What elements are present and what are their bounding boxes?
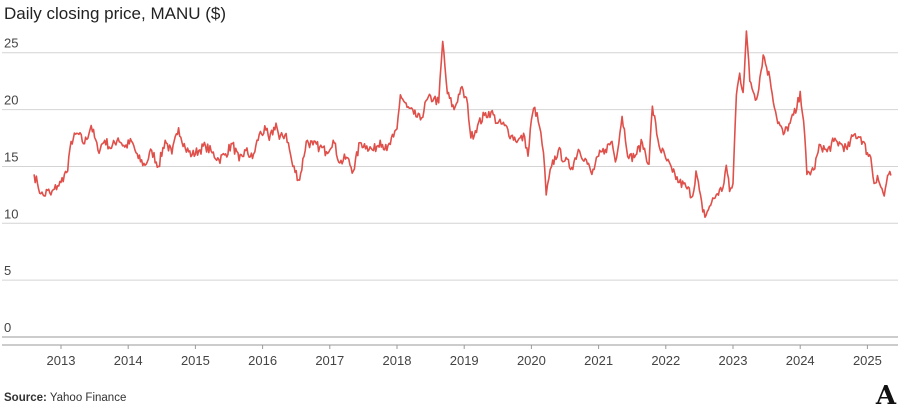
x-tick-label: 2014 xyxy=(114,353,143,368)
x-tick-label: 2013 xyxy=(47,353,76,368)
x-tick-label: 2022 xyxy=(651,353,680,368)
x-tick-label: 2023 xyxy=(719,353,748,368)
x-tick-label: 2019 xyxy=(450,353,479,368)
x-tick-label: 2018 xyxy=(383,353,412,368)
grid-lines xyxy=(2,52,898,346)
y-tick-label: 25 xyxy=(4,36,18,51)
x-tick-label: 2017 xyxy=(315,353,344,368)
x-tick-label: 2021 xyxy=(584,353,613,368)
athletic-logo-icon: A xyxy=(875,381,896,411)
series-line-manu xyxy=(33,30,892,218)
chart-title: Daily closing price, MANU ($) xyxy=(4,4,226,23)
x-tick-label: 2016 xyxy=(248,353,277,368)
y-tick-label: 10 xyxy=(4,206,18,221)
x-tick-label: 2020 xyxy=(517,353,546,368)
source-note: Source: Yahoo Finance xyxy=(4,392,126,404)
source-label: Source: xyxy=(4,392,47,404)
x-tick-label: 2024 xyxy=(786,353,815,368)
x-tick-label: 2025 xyxy=(853,353,882,368)
y-tick-label: 5 xyxy=(4,263,11,278)
source-value: Yahoo Finance xyxy=(49,392,127,404)
y-tick-label: 0 xyxy=(4,320,11,335)
y-tick-label: 20 xyxy=(4,93,18,108)
x-tick-label: 2015 xyxy=(181,353,210,368)
y-tick-label: 15 xyxy=(4,149,18,164)
y-axis-ticks: 0 5 10 15 20 25 xyxy=(4,36,18,335)
x-axis-ticks: 2013 2014 2015 2016 2017 2018 2019 2020 2021 2022… xyxy=(47,345,882,368)
